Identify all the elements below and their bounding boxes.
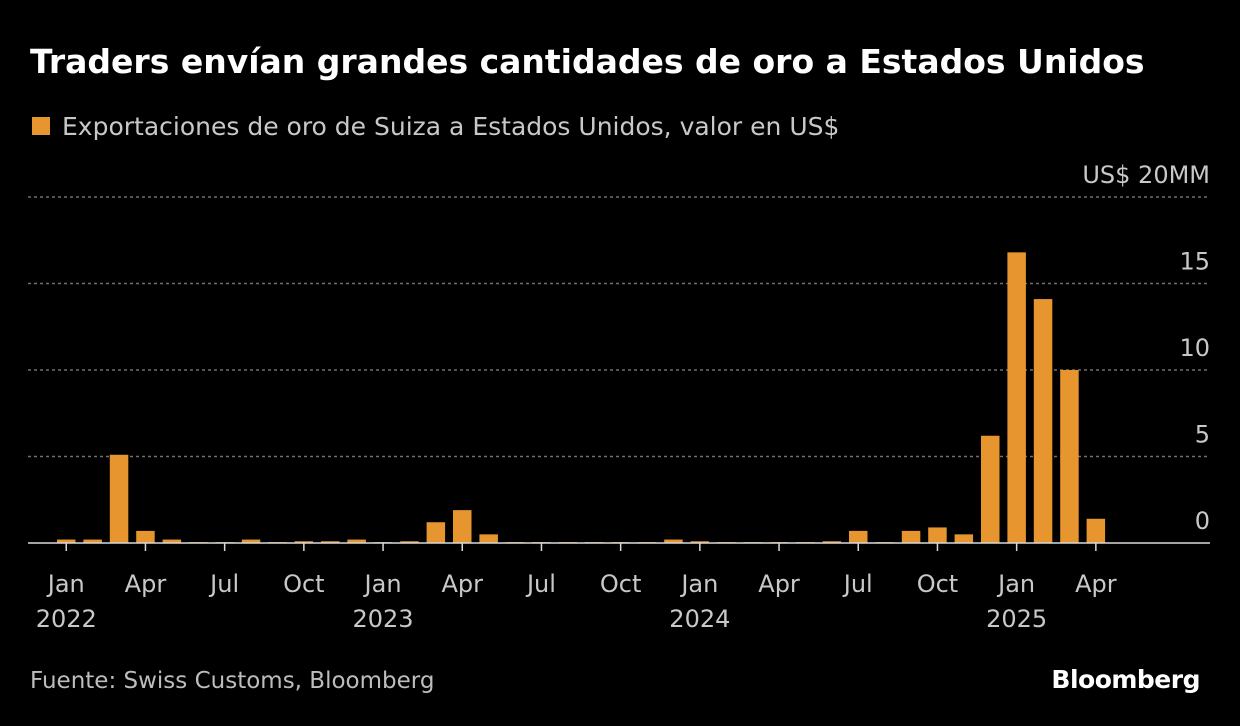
- bar: [822, 541, 842, 543]
- bar: [954, 534, 974, 543]
- x-tick-year-label: 2023: [353, 605, 414, 633]
- bar: [109, 454, 129, 543]
- x-tick-label: Oct: [283, 570, 325, 598]
- bar: [136, 530, 155, 543]
- bar: [83, 539, 102, 543]
- bar: [321, 541, 340, 543]
- bar: [347, 539, 366, 543]
- legend-label: Exportaciones de oro de Suiza a Estados …: [62, 111, 840, 141]
- bar: [1060, 370, 1079, 543]
- x-tick-label: Jul: [208, 570, 239, 598]
- x-tick-year-label: 2025: [986, 605, 1047, 633]
- x-tick-label: Jan: [46, 570, 85, 598]
- y-tick-label: 15: [1179, 248, 1210, 276]
- x-tick-label: Apr: [758, 570, 800, 598]
- bar: [690, 541, 710, 543]
- bar: [928, 527, 947, 543]
- bloomberg-logo: Bloomberg: [1051, 665, 1200, 694]
- bar: [664, 539, 683, 543]
- legend: Exportaciones de oro de Suiza a Estados …: [32, 108, 839, 144]
- y-tick-label: 0: [1195, 507, 1210, 535]
- x-tick-year-label: 2022: [36, 605, 97, 633]
- y-tick-label: 10: [1179, 334, 1210, 362]
- bar: [241, 539, 261, 543]
- x-tick-label: Jan: [996, 570, 1035, 598]
- bar: [901, 530, 921, 543]
- bar: [453, 510, 472, 543]
- legend-swatch: [32, 117, 50, 135]
- x-tick-label: Apr: [125, 570, 167, 598]
- x-tick-label: Apr: [441, 570, 483, 598]
- x-tick-label: Jul: [525, 570, 556, 598]
- bar: [1033, 299, 1053, 543]
- y-tick-label: 5: [1195, 421, 1210, 449]
- bar: [57, 539, 76, 543]
- x-tick-label: Jul: [842, 570, 873, 598]
- bar: [400, 541, 419, 543]
- x-tick-label: Jan: [679, 570, 718, 598]
- x-tick-label: Apr: [1075, 570, 1117, 598]
- source-note: Fuente: Swiss Customs, Bloomberg: [30, 668, 435, 694]
- bar: [849, 530, 868, 543]
- y-tick-label: US$ 20MM: [1082, 161, 1210, 189]
- x-tick-label: Jan: [363, 570, 402, 598]
- x-tick-label: Oct: [917, 570, 959, 598]
- bar: [479, 534, 498, 543]
- bar: [162, 539, 182, 543]
- bar: [426, 522, 446, 543]
- x-tick-year-label: 2024: [669, 605, 730, 633]
- x-tick-label: Oct: [600, 570, 642, 598]
- bar: [981, 435, 1000, 543]
- bar: [1007, 252, 1026, 544]
- chart-title: Traders envían grandes cantidades de oro…: [30, 42, 1145, 81]
- bar: [294, 541, 314, 543]
- bar: [1086, 518, 1106, 543]
